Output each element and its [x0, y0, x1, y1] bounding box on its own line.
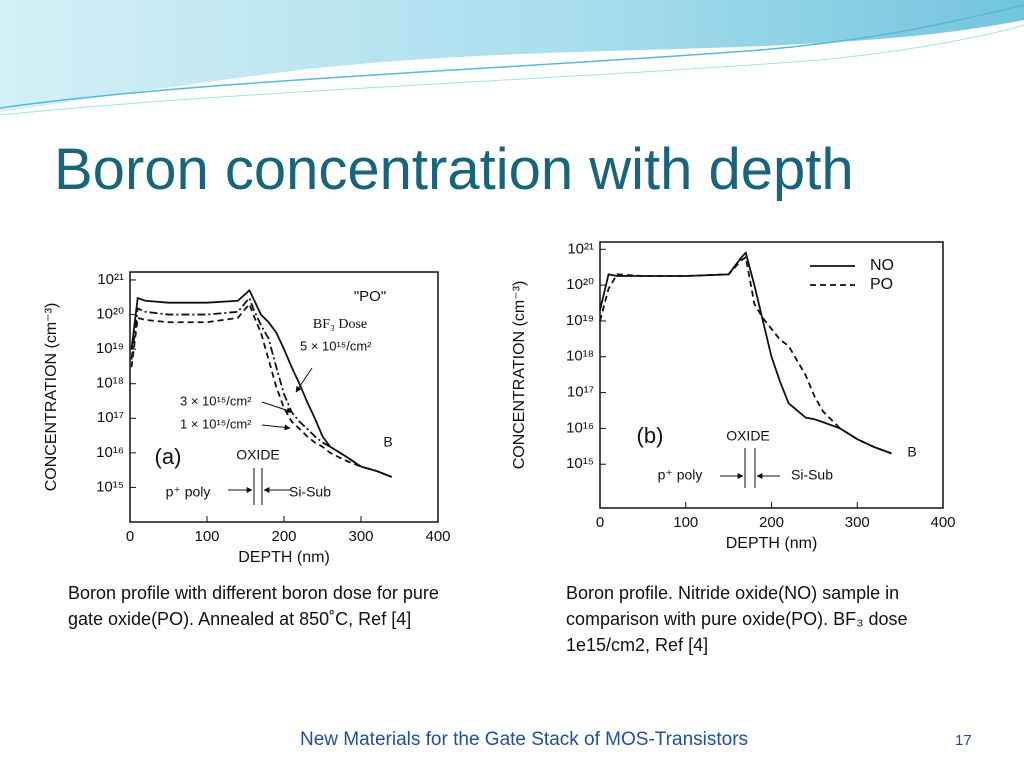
series-line [599, 255, 892, 455]
series-label: 1 × 10¹⁵/cm² [180, 416, 252, 431]
series-label: 3 × 10¹⁵/cm² [180, 393, 252, 408]
series-line [130, 296, 393, 478]
annotation: B [383, 434, 392, 450]
annotation: OXIDE [236, 447, 280, 463]
label-leader [261, 401, 293, 414]
y-axis-label: CONCENTRATION (cm⁻³) [511, 281, 528, 470]
x-tick-label: 400 [930, 514, 955, 531]
y-tick-label: 10¹⁶ [566, 419, 594, 436]
y-axis-label: CONCENTRATION (cm⁻³) [43, 303, 60, 492]
y-tick-label: 10¹⁸ [566, 348, 594, 365]
x-tick-label: 300 [845, 514, 870, 531]
y-tick-label: 10¹⁹ [566, 312, 594, 329]
series-label: 5 × 10¹⁵/cm² [300, 338, 372, 353]
y-tick-label: 10¹⁷ [97, 409, 124, 426]
annotation: p⁺ poly [166, 484, 211, 500]
y-tick-label: 10¹⁹ [96, 340, 124, 357]
x-axis-label: DEPTH (nm) [726, 535, 818, 552]
y-tick-label: 10²¹ [97, 271, 124, 288]
chart-a: 0 100 200 300 400 10¹⁵ 10¹⁶ 10¹⁷ 10¹⁸ 10¹⁹ 10²⁰ 10²… [43, 271, 450, 566]
header-wave-line [0, 24, 1024, 116]
x-tick-label: 200 [271, 528, 296, 545]
legend-label: NO [870, 257, 894, 274]
slide-title: Boron concentration with depth [54, 137, 854, 202]
caption: Boron profile with different boron dose … [68, 583, 439, 629]
caption: Boron profile. Nitride oxide(NO) sample … [566, 583, 908, 655]
x-tick-label: 100 [194, 528, 219, 545]
y-tick-label: 10¹⁷ [567, 384, 594, 401]
y-tick-label: 10²⁰ [96, 306, 124, 323]
x-tick-label: 0 [596, 514, 604, 531]
x-tick-label: 100 [673, 514, 698, 531]
legend-label: PO [870, 276, 893, 293]
x-tick-label: 0 [126, 528, 134, 545]
y-tick-label: 10¹⁵ [96, 478, 124, 495]
y-tick-label: 10¹⁸ [96, 375, 124, 392]
x-axis-label: DEPTH (nm) [238, 549, 330, 566]
annotation: Si-Sub [289, 484, 331, 500]
y-tick-label: 10²⁰ [566, 276, 594, 293]
annotation: BF₃ Dose [313, 317, 367, 332]
y-tick-label: 10¹⁵ [566, 455, 594, 472]
header-wave [0, 0, 1024, 112]
y-tick-label: 10²¹ [567, 240, 594, 257]
arrow [295, 367, 313, 393]
y-tick-label: 10¹⁶ [96, 444, 124, 461]
footer: New Materials for the Gate Stack of MOS-… [300, 729, 749, 750]
annotation: OXIDE [726, 428, 770, 444]
x-tick-label: 200 [759, 514, 784, 531]
x-tick-label: 300 [348, 528, 373, 545]
x-tick-label: 400 [425, 528, 450, 545]
annotation: (a) [155, 444, 182, 469]
header-wave-line [0, 4, 1024, 109]
annotation: B [907, 444, 916, 460]
label-leader [261, 424, 291, 431]
annotation: p⁺ poly [658, 467, 703, 483]
annotation: (b) [637, 423, 664, 448]
series-line [130, 302, 393, 478]
chart-b: 0 100 200 300 400 10¹⁵ 10¹⁶ 10¹⁷ 10¹⁸ 10¹⁹ 10²⁰ 10²… [511, 240, 955, 552]
page-number: 17 [955, 732, 972, 749]
annotation: "PO" [354, 288, 386, 305]
annotation: Si-Sub [791, 467, 833, 483]
